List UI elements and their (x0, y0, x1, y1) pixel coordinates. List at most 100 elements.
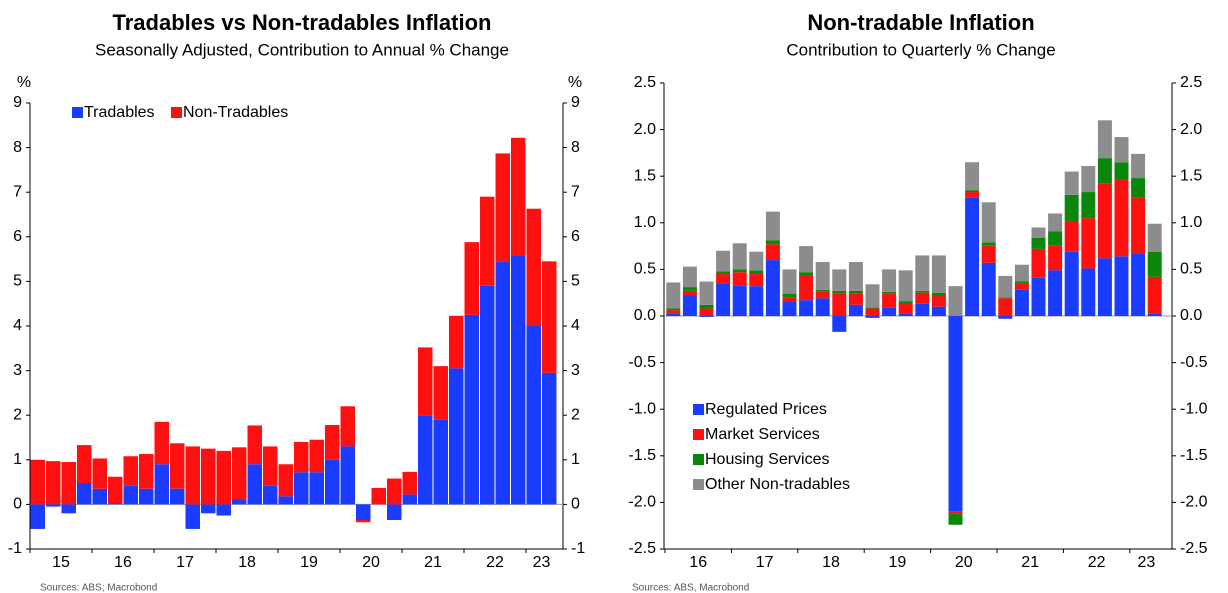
bar-segment (815, 291, 830, 299)
bar-segment (865, 316, 880, 318)
y2-tick-label: -2.0 (1180, 494, 1208, 511)
y-tick-label: 3 (13, 362, 22, 379)
bar-segment (882, 293, 897, 308)
bar-segment (387, 478, 402, 505)
x-tick-label: 21 (424, 554, 442, 571)
bar-segment (666, 282, 681, 309)
bar-segment (848, 290, 863, 294)
bar-segment (542, 372, 557, 505)
bar-segment (948, 511, 963, 514)
bar-segment (1014, 281, 1029, 284)
y2-tick-label: 0.0 (1180, 307, 1202, 324)
y2-tick-label: -1.5 (1180, 447, 1208, 464)
bar-segment (815, 289, 830, 292)
bar-segment (480, 196, 495, 286)
chart-subtitle: Seasonally Adjusted, Contribution to Ann… (95, 40, 509, 59)
bar-segment (1097, 120, 1112, 159)
bar-segment (716, 274, 731, 284)
y2-tick-label: 4 (571, 317, 580, 334)
bar-segment (832, 269, 847, 291)
bar-segment (1114, 256, 1129, 316)
bar-segment (965, 197, 980, 316)
bar-segment (716, 283, 731, 316)
bar-segment (799, 274, 814, 301)
bar-segment (682, 287, 697, 291)
bar-segment (154, 421, 169, 465)
bar-segment (263, 485, 278, 505)
bar-segment (216, 504, 231, 516)
bar-segment (1131, 197, 1146, 254)
bar-segment (1114, 162, 1129, 180)
bar-segment (480, 285, 495, 505)
bar-segment (340, 446, 355, 505)
bar-segment (981, 242, 996, 246)
bar-segment (325, 425, 340, 460)
bar-segment (782, 293, 797, 298)
y-tick-label: 0.5 (634, 261, 656, 278)
bar-segment (682, 295, 697, 316)
bar-segment (1147, 276, 1162, 314)
bar-segment (92, 458, 107, 489)
bar-segment (511, 137, 526, 256)
y-tick-label: 0 (13, 496, 22, 513)
bar-segment (1131, 253, 1146, 316)
y-tick-label: 2 (13, 406, 22, 423)
x-tick-label: 15 (52, 554, 70, 571)
legend-swatch (693, 404, 704, 415)
bar-segment (898, 313, 913, 316)
legend-swatch (171, 107, 182, 118)
bar-segment (815, 298, 830, 316)
bar-segment (699, 304, 714, 309)
source: Sources: ABS, Macrobond (632, 583, 749, 593)
y-tick-label: -1.0 (628, 400, 656, 417)
bar-segment (30, 459, 45, 505)
bar-segment (699, 281, 714, 305)
y2-tick-label: 2 (571, 406, 580, 423)
y-tick-label: -1 (8, 540, 22, 557)
bar-segment (216, 450, 231, 505)
bar-segment (123, 456, 138, 486)
bar-segment (965, 192, 980, 198)
bar-segment (1081, 165, 1096, 193)
y-tick-label: 7 (13, 183, 22, 200)
bar-segment (108, 476, 123, 504)
bar-segment (1081, 218, 1096, 269)
x-tick-label: 17 (176, 554, 194, 571)
bar-segment (92, 488, 107, 505)
y-tick-label: 1 (13, 451, 22, 468)
bar-segment (915, 255, 930, 291)
x-tick-label: 23 (1138, 554, 1156, 571)
bar-segment (832, 290, 847, 294)
bar-segment (848, 261, 863, 291)
bar-segment (185, 446, 200, 505)
bar-segment (882, 291, 897, 294)
bar-segment (247, 425, 262, 465)
bar-segment (666, 308, 681, 311)
y-tick-label: 2.5 (634, 74, 656, 91)
bar-segment (998, 316, 1013, 319)
legend-label: Regulated Prices (705, 401, 827, 418)
bar-segment (309, 439, 324, 473)
bar-segment (511, 255, 526, 505)
chart-subtitle: Contribution to Quarterly % Change (786, 40, 1055, 59)
y2-tick-label: 1.5 (1180, 167, 1202, 184)
bar-segment (732, 269, 747, 273)
x-tick-label: 16 (689, 554, 707, 571)
y2-tick-label: -1.0 (1180, 400, 1208, 417)
bar-segment (898, 302, 913, 314)
bar-segment (682, 290, 697, 296)
y-tick-label: 4 (13, 317, 22, 334)
bar-segment (1031, 227, 1046, 238)
legend-label: Non-Tradables (183, 104, 288, 121)
y-tick-label: 6 (13, 228, 22, 245)
bar-segment (732, 272, 747, 286)
x-tick-label: 16 (114, 554, 132, 571)
bar-segment (1131, 178, 1146, 198)
bar-segment (464, 242, 479, 315)
bar-segment (981, 245, 996, 263)
bar-segment (1064, 171, 1079, 195)
bar-segment (1081, 268, 1096, 316)
bar-segment (1064, 194, 1079, 221)
y2-tick-label: 6 (571, 228, 580, 245)
bar-segment (526, 208, 541, 326)
